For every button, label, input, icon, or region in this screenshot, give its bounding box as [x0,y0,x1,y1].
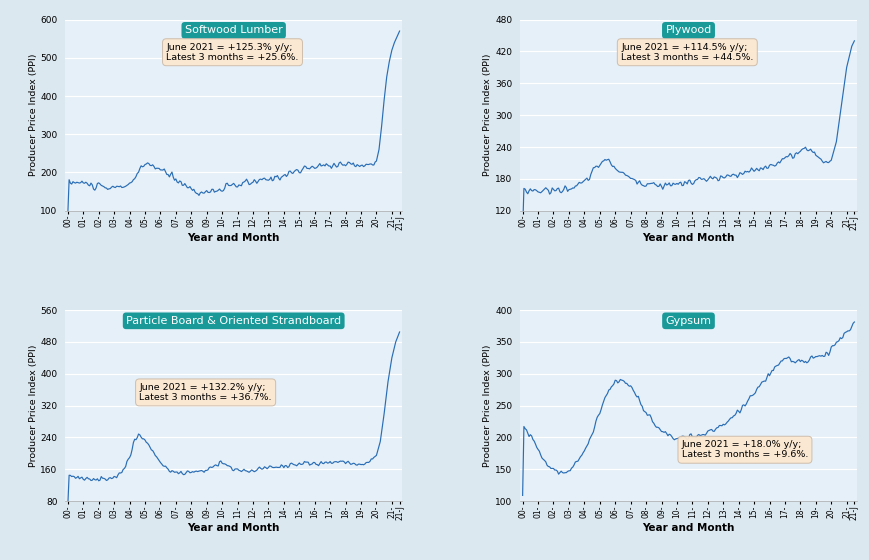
Text: Plywood: Plywood [665,25,711,35]
Text: Particle Board & Oriented Strandboard: Particle Board & Oriented Strandboard [126,316,341,326]
Y-axis label: Producer Price Index (PPI): Producer Price Index (PPI) [483,54,492,176]
X-axis label: Year and Month: Year and Month [641,232,733,242]
Y-axis label: Producer Price Index (PPI): Producer Price Index (PPI) [29,54,37,176]
X-axis label: Year and Month: Year and Month [188,232,280,242]
Y-axis label: Producer Price Index (PPI): Producer Price Index (PPI) [29,344,37,467]
Text: June 2021 = +125.3% y/y;
Latest 3 months = +25.6%.: June 2021 = +125.3% y/y; Latest 3 months… [166,43,298,62]
X-axis label: Year and Month: Year and Month [641,523,733,533]
Text: Softwood Lumber: Softwood Lumber [184,25,282,35]
Text: Gypsum: Gypsum [665,316,711,326]
Text: June 2021 = +114.5% y/y;
Latest 3 months = +44.5%.: June 2021 = +114.5% y/y; Latest 3 months… [620,43,753,62]
Text: June 2021 = +132.2% y/y;
Latest 3 months = +36.7%.: June 2021 = +132.2% y/y; Latest 3 months… [139,382,271,402]
Text: June 2021 = +18.0% y/y;
Latest 3 months = +9.6%.: June 2021 = +18.0% y/y; Latest 3 months … [681,440,807,459]
Y-axis label: Producer Price Index (PPI): Producer Price Index (PPI) [483,344,492,467]
X-axis label: Year and Month: Year and Month [188,523,280,533]
